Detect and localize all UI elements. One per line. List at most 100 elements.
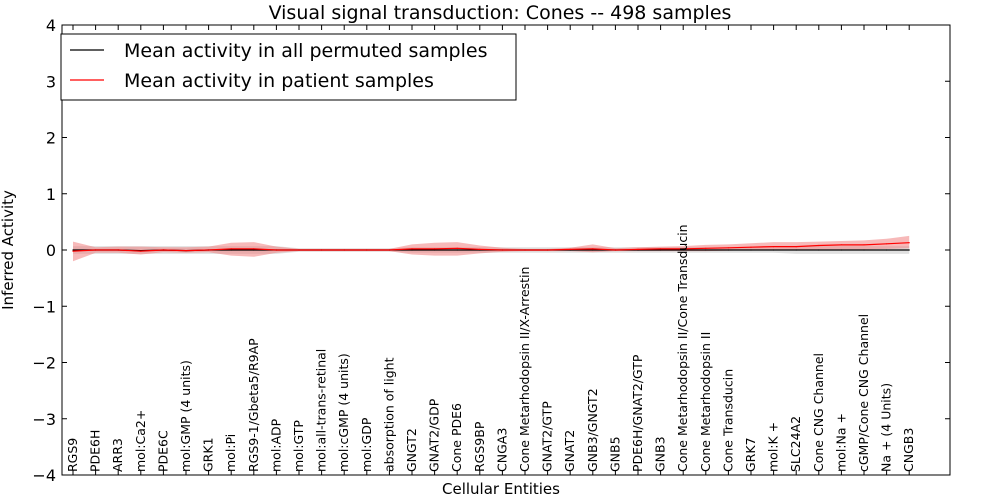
point-series-1-10 (298, 249, 300, 251)
x-tick-label: mol:GDP (359, 417, 374, 472)
band-series-1 (73, 235, 910, 262)
confidence-bands (73, 235, 910, 262)
point-series-1-14 (388, 249, 390, 251)
point-series-1-13 (366, 249, 368, 251)
x-tick-label: GRK1 (201, 437, 216, 472)
point-series-1-22 (569, 248, 571, 250)
x-tick-label: absorption of light (381, 357, 396, 472)
x-tick-label: mol:ADP (268, 418, 283, 472)
series-lines (72, 242, 910, 252)
point-series-0-29 (727, 249, 730, 251)
point-series-1-20 (524, 249, 526, 251)
point-series-1-35 (863, 244, 865, 246)
x-tick-label: mol:Ca2+ (133, 410, 148, 472)
x-tick-label: GNAT2 (562, 430, 577, 472)
point-series-1-7 (230, 248, 232, 250)
point-series-1-4 (162, 249, 164, 251)
legend-label-patient: Mean activity in patient samples (124, 70, 434, 92)
point-series-1-2 (117, 249, 119, 251)
point-series-1-11 (321, 249, 323, 251)
x-axis: RGS9 PDE6H ARR3 mol:Ca2+ PDE6C mol:GMP (4 uni… (65, 25, 916, 475)
legend-label-permuted: Mean activity in all permuted samples (124, 40, 487, 62)
x-tick-label: mol:cGMP (4 units) (336, 353, 351, 472)
point-series-1-18 (479, 248, 481, 250)
point-series-0-31 (773, 249, 775, 251)
x-tick-label: GNB5 (607, 436, 622, 472)
point-series-1-31 (773, 246, 775, 248)
point-series-0-7 (230, 249, 232, 251)
point-series-0-34 (840, 249, 843, 251)
y-tick-label: −1 (32, 297, 56, 316)
x-tick-label: GNB3/GNGT2 (585, 388, 600, 472)
y-tick-label: 0 (46, 241, 56, 260)
x-tick-label: mol:Pi (223, 434, 238, 472)
y-tick-label: 2 (46, 129, 56, 148)
x-tick-label: GNAT2/GTP (540, 401, 555, 472)
point-series-1-37 (908, 242, 910, 244)
point-series-0-32 (795, 249, 797, 251)
point-series-0-16 (434, 249, 436, 251)
point-series-1-26 (660, 248, 662, 250)
y-axis: 4 3 2 1 0 −1 −2 −3 −4 (32, 16, 950, 485)
x-tick-label: Cone Metarhodopsin II/X-Arrestin (517, 267, 532, 472)
x-tick-label: RGS9BP (472, 421, 487, 472)
x-tick-label: mol:K + (766, 422, 781, 472)
point-series-1-17 (456, 247, 458, 249)
y-tick-label: 1 (46, 185, 56, 204)
point-series-1-1 (95, 249, 97, 251)
point-series-1-24 (614, 249, 617, 251)
point-series-0-33 (818, 249, 820, 251)
point-series-1-19 (501, 249, 503, 251)
x-tick-label: GRK7 (743, 437, 758, 472)
point-series-1-8 (253, 248, 255, 250)
point-series-1-5 (185, 250, 187, 252)
x-tick-label: mol:GTP (291, 420, 306, 472)
x-tick-label: Cone Metarhodopsin II (698, 332, 713, 472)
point-series-1-27 (682, 248, 684, 250)
point-series-0-35 (863, 249, 865, 251)
point-series-1-28 (705, 247, 707, 249)
point-series-1-21 (547, 249, 549, 251)
point-series-1-34 (840, 244, 843, 246)
x-tick-label: SLC24A2 (788, 416, 803, 472)
point-series-0-27 (682, 249, 684, 251)
y-tick-label: −3 (32, 410, 56, 429)
point-series-1-29 (727, 247, 730, 249)
point-series-1-15 (411, 248, 413, 250)
point-series-1-32 (795, 246, 797, 248)
point-series-0-26 (660, 249, 662, 251)
point-series-1-25 (637, 248, 639, 250)
point-series-1-33 (818, 244, 820, 247)
point-series-1-12 (343, 249, 345, 251)
x-tick-label: RGS9 (65, 438, 80, 472)
legend-box (60, 33, 517, 101)
x-tick-label: PDE6H (88, 430, 103, 472)
point-series-1-3 (140, 250, 142, 252)
x-tick-label: Cone CNG Channel (811, 353, 826, 472)
point-series-0-17 (456, 249, 458, 251)
point-series-1-6 (208, 249, 210, 251)
x-tick-label: CNGA3 (494, 428, 509, 472)
x-tick-label: GNGT2 (404, 428, 419, 472)
line-series-1 (72, 242, 910, 252)
x-tick-label: RGS9-1/Gbeta5/R9AP (246, 338, 261, 472)
point-series-0-15 (411, 249, 413, 251)
point-series-0-23 (592, 249, 594, 251)
x-tick-label: mol:all-trans-retinal (314, 349, 329, 472)
y-tick-label: 4 (46, 16, 56, 35)
x-tick-label: Cone PDE6 (449, 403, 464, 472)
point-series-1-30 (750, 246, 752, 248)
point-series-1-0 (72, 250, 74, 252)
x-tick-label: cGMP/Cone CNG Channel (856, 314, 871, 472)
y-tick-label: −2 (32, 354, 56, 373)
point-series-0-28 (705, 249, 707, 251)
chart-title: Visual signal transduction: Cones -- 498… (269, 2, 732, 24)
point-series-0-36 (886, 249, 888, 251)
x-tick-label: Cone Transducin (720, 369, 735, 472)
point-series-1-16 (434, 248, 436, 250)
legend: Mean activity in all permuted samples Me… (60, 33, 517, 101)
x-tick-label: Cone Metarhodopsin II/Cone Transducin (675, 224, 690, 472)
x-tick-label: ARR3 (110, 438, 125, 472)
y-tick-label: −4 (32, 466, 56, 485)
